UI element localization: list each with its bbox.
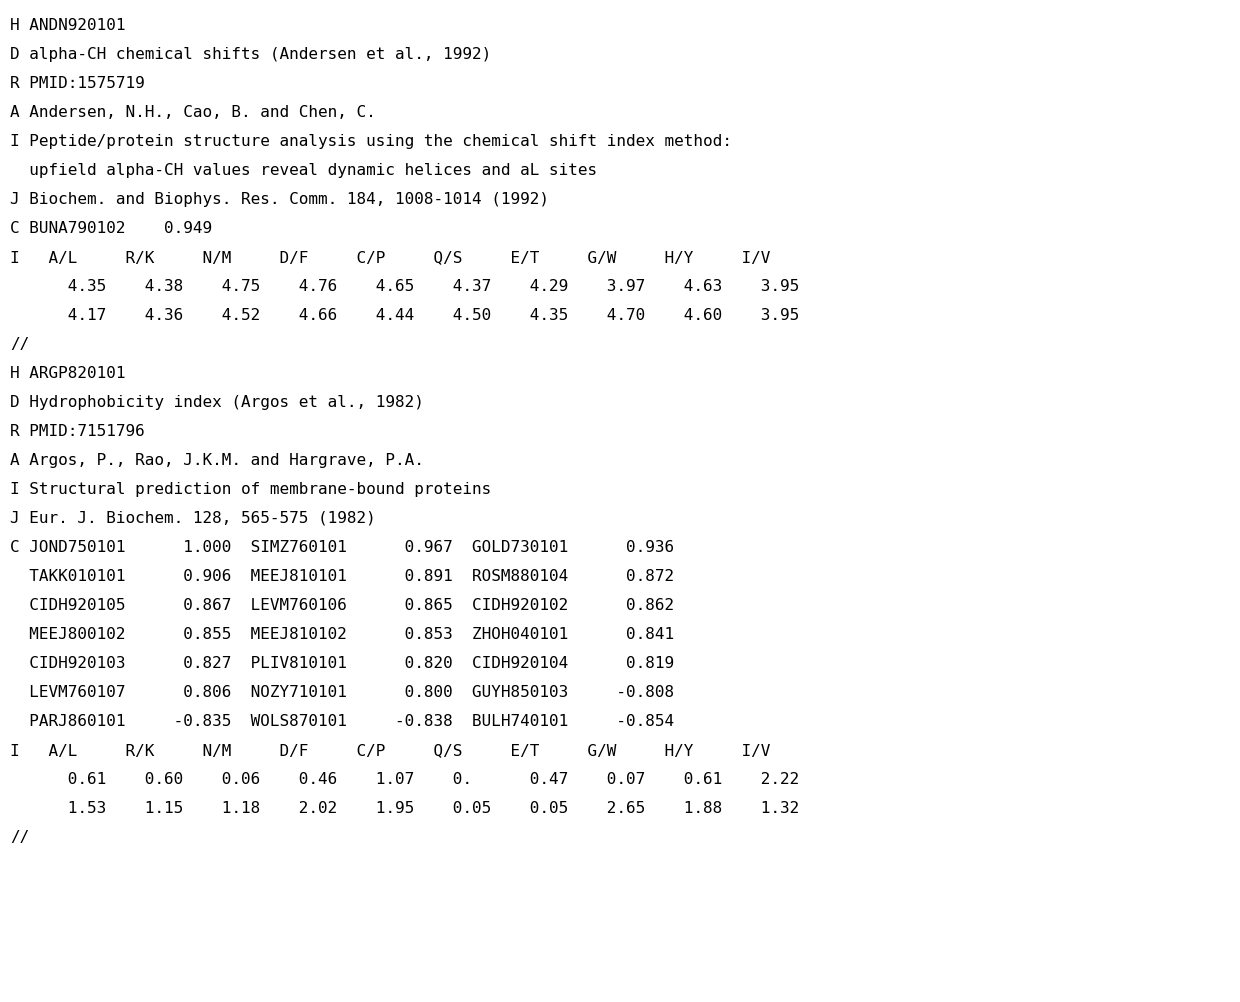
Text: A Argos, P., Rao, J.K.M. and Hargrave, P.A.: A Argos, P., Rao, J.K.M. and Hargrave, P… <box>10 453 424 468</box>
Text: I Peptide/protein structure analysis using the chemical shift index method:: I Peptide/protein structure analysis usi… <box>10 134 732 149</box>
Text: I Structural prediction of membrane-bound proteins: I Structural prediction of membrane-boun… <box>10 482 491 497</box>
Text: 4.35    4.38    4.75    4.76    4.65    4.37    4.29    3.97    4.63    3.95: 4.35 4.38 4.75 4.76 4.65 4.37 4.29 3.97 … <box>10 279 800 294</box>
Text: D Hydrophobicity index (Argos et al., 1982): D Hydrophobicity index (Argos et al., 19… <box>10 395 424 410</box>
Text: J Eur. J. Biochem. 128, 565-575 (1982): J Eur. J. Biochem. 128, 565-575 (1982) <box>10 510 376 525</box>
Text: J Biochem. and Biophys. Res. Comm. 184, 1008-1014 (1992): J Biochem. and Biophys. Res. Comm. 184, … <box>10 191 549 206</box>
Text: H ARGP820101: H ARGP820101 <box>10 366 125 381</box>
Text: I   A/L     R/K     N/M     D/F     C/P     Q/S     E/T     G/W     H/Y     I/V: I A/L R/K N/M D/F C/P Q/S E/T G/W H/Y I/… <box>10 249 770 265</box>
Text: 0.61    0.60    0.06    0.46    1.07    0.      0.47    0.07    0.61    2.22: 0.61 0.60 0.06 0.46 1.07 0. 0.47 0.07 0.… <box>10 772 800 787</box>
Text: R PMID:1575719: R PMID:1575719 <box>10 76 145 91</box>
Text: C BUNA790102    0.949: C BUNA790102 0.949 <box>10 220 212 235</box>
Text: D alpha-CH chemical shifts (Andersen et al., 1992): D alpha-CH chemical shifts (Andersen et … <box>10 47 491 62</box>
Text: I   A/L     R/K     N/M     D/F     C/P     Q/S     E/T     G/W     H/Y     I/V: I A/L R/K N/M D/F C/P Q/S E/T G/W H/Y I/… <box>10 742 770 758</box>
Text: A Andersen, N.H., Cao, B. and Chen, C.: A Andersen, N.H., Cao, B. and Chen, C. <box>10 105 376 120</box>
Text: //: // <box>10 830 30 844</box>
Text: //: // <box>10 337 30 352</box>
Text: CIDH920105      0.867  LEVM760106      0.865  CIDH920102      0.862: CIDH920105 0.867 LEVM760106 0.865 CIDH92… <box>10 597 675 612</box>
Text: 4.17    4.36    4.52    4.66    4.44    4.50    4.35    4.70    4.60    3.95: 4.17 4.36 4.52 4.66 4.44 4.50 4.35 4.70 … <box>10 308 800 323</box>
Text: C JOND750101      1.000  SIMZ760101      0.967  GOLD730101      0.936: C JOND750101 1.000 SIMZ760101 0.967 GOLD… <box>10 539 675 554</box>
Text: CIDH920103      0.827  PLIV810101      0.820  CIDH920104      0.819: CIDH920103 0.827 PLIV810101 0.820 CIDH92… <box>10 655 675 670</box>
Text: upfield alpha-CH values reveal dynamic helices and aL sites: upfield alpha-CH values reveal dynamic h… <box>10 163 598 177</box>
Text: TAKK010101      0.906  MEEJ810101      0.891  ROSM880104      0.872: TAKK010101 0.906 MEEJ810101 0.891 ROSM88… <box>10 568 675 583</box>
Text: PARJ860101     -0.835  WOLS870101     -0.838  BULH740101     -0.854: PARJ860101 -0.835 WOLS870101 -0.838 BULH… <box>10 713 675 728</box>
Text: 1.53    1.15    1.18    2.02    1.95    0.05    0.05    2.65    1.88    1.32: 1.53 1.15 1.18 2.02 1.95 0.05 0.05 2.65 … <box>10 801 800 816</box>
Text: MEEJ800102      0.855  MEEJ810102      0.853  ZHOH040101      0.841: MEEJ800102 0.855 MEEJ810102 0.853 ZHOH04… <box>10 626 675 641</box>
Text: LEVM760107      0.806  NOZY710101      0.800  GUYH850103     -0.808: LEVM760107 0.806 NOZY710101 0.800 GUYH85… <box>10 684 675 699</box>
Text: H ANDN920101: H ANDN920101 <box>10 18 125 33</box>
Text: R PMID:7151796: R PMID:7151796 <box>10 424 145 439</box>
